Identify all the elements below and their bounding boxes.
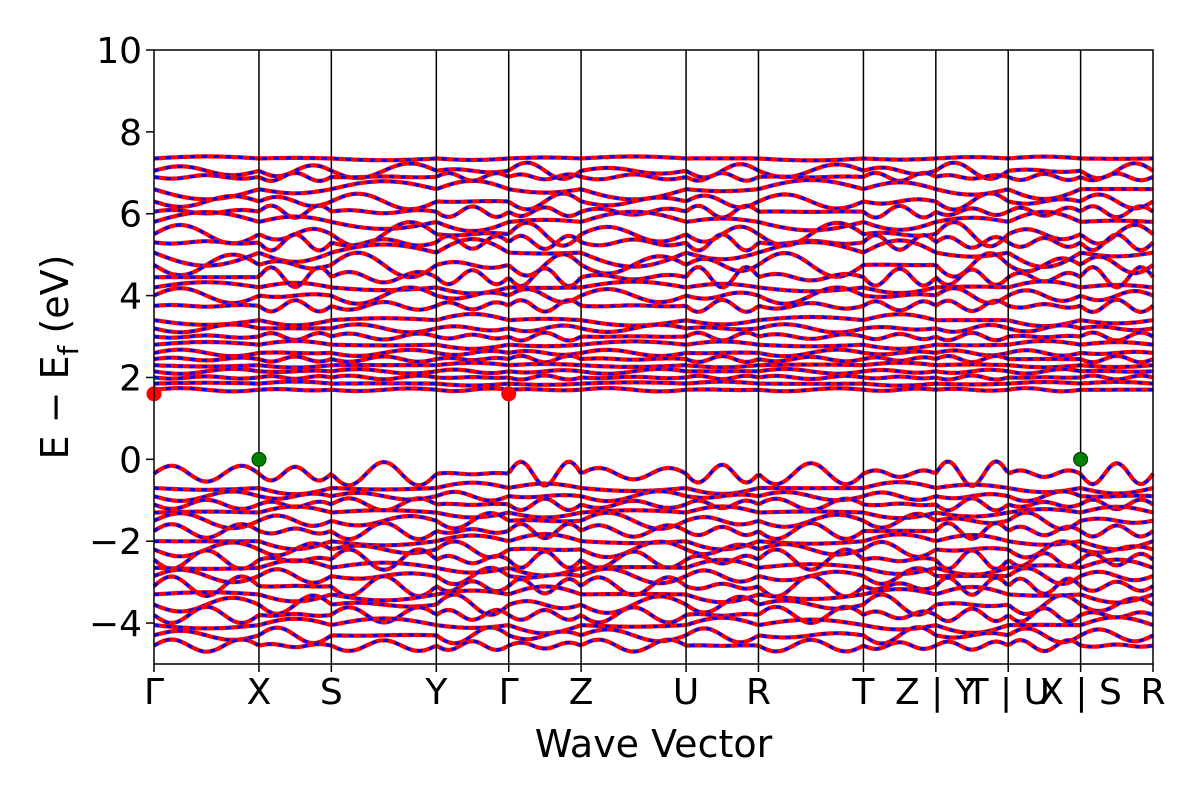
band-spin-down bbox=[153, 605, 1154, 625]
vbm-marker bbox=[251, 451, 267, 467]
x-axis-title: Wave Vector bbox=[535, 722, 773, 766]
band-spin-down bbox=[153, 322, 1154, 334]
band-spin-up bbox=[153, 191, 1155, 212]
band-spin-down bbox=[153, 171, 1154, 183]
x-tick-label: X bbox=[247, 672, 272, 713]
band-spin-down bbox=[153, 584, 1154, 605]
band-spin-down bbox=[153, 237, 1154, 269]
band-spin-down bbox=[153, 574, 1154, 598]
x-tick-label: R bbox=[1140, 672, 1165, 713]
band-spin-down bbox=[153, 489, 1154, 503]
x-tick-label: Γ bbox=[499, 672, 519, 713]
band-spin-down bbox=[153, 510, 1154, 531]
band-spin-up bbox=[153, 379, 1154, 388]
band-spin-down bbox=[154, 265, 1155, 289]
x-tick-label: U bbox=[673, 672, 699, 713]
band-spin-down bbox=[153, 232, 1155, 253]
band-spin-down bbox=[153, 625, 1154, 646]
x-axis-ticks: Γ X S Y Γ Z U R T Z | YT | UX | S R bbox=[144, 664, 1166, 713]
band-spin-down bbox=[153, 566, 1154, 586]
x-tick-label: R bbox=[746, 672, 771, 713]
band-spin-down bbox=[153, 330, 1154, 343]
x-tick-label: X | S bbox=[1039, 672, 1122, 713]
band-spin-up bbox=[153, 373, 1154, 382]
band-spin-down bbox=[153, 354, 1154, 364]
y-tick-label: 10 bbox=[96, 31, 142, 72]
band-spin-up bbox=[153, 279, 1154, 296]
cbm-marker bbox=[501, 386, 517, 402]
x-tick-label: Z | Y bbox=[895, 672, 978, 713]
band-spin-down bbox=[153, 496, 1154, 512]
x-tick-label: S bbox=[320, 672, 343, 713]
x-tick-label: Z bbox=[569, 672, 594, 713]
x-tick-label: Y bbox=[424, 672, 448, 713]
band-spin-down bbox=[153, 539, 1154, 560]
y-tick-label: 6 bbox=[119, 195, 142, 236]
band-spin-up bbox=[153, 360, 1154, 370]
x-tick-label: Γ bbox=[144, 672, 164, 713]
vbm-marker bbox=[1073, 451, 1089, 467]
band-spin-up bbox=[153, 366, 1154, 376]
y-axis-ticks: −4 −2 0 2 4 6 8 10 bbox=[89, 31, 154, 645]
y-tick-label: 4 bbox=[119, 277, 142, 318]
y-tick-label: 8 bbox=[119, 113, 142, 154]
y-tick-label: 0 bbox=[119, 440, 142, 481]
high-symmetry-lines bbox=[258, 50, 1082, 664]
band-spin-up bbox=[152, 459, 1155, 488]
y-tick-label: −4 bbox=[89, 604, 142, 645]
band-spin-down bbox=[153, 298, 1154, 314]
band-spin-down bbox=[153, 459, 1155, 488]
y-axis-title: E − Ef (eV) bbox=[33, 255, 85, 460]
band-spin-down bbox=[153, 210, 1154, 233]
band-spin-down bbox=[153, 521, 1154, 541]
y-tick-label: 2 bbox=[119, 358, 142, 399]
band-spin-up bbox=[153, 154, 1153, 163]
band-spin-down bbox=[153, 547, 1154, 572]
band-spin-up bbox=[153, 386, 1153, 394]
band-spin-up bbox=[154, 504, 1154, 521]
band-spin-up bbox=[152, 637, 1154, 654]
plot-frame bbox=[153, 49, 1154, 665]
bands-layer bbox=[152, 154, 1155, 654]
x-tick-label: T | U bbox=[966, 672, 1050, 713]
band-spin-down bbox=[153, 592, 1154, 617]
band-spin-down bbox=[153, 558, 1154, 578]
band-spin-down bbox=[153, 251, 1154, 279]
extrema-markers bbox=[146, 386, 1089, 467]
band-spin-up bbox=[153, 347, 1154, 359]
y-tick-label: −2 bbox=[89, 522, 142, 563]
band-spin-down bbox=[153, 204, 1154, 220]
x-tick-label: T bbox=[851, 672, 875, 713]
band-spin-up bbox=[153, 338, 1154, 351]
